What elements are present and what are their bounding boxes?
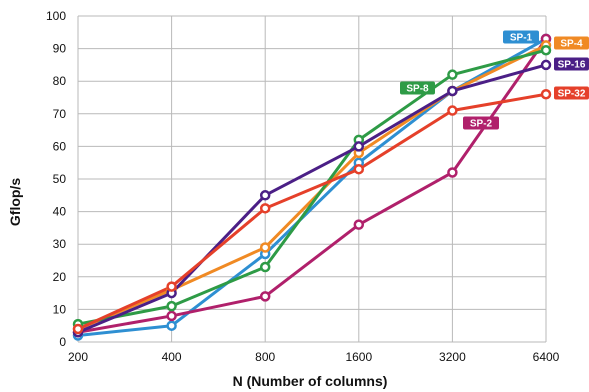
x-tick-label: 3200 <box>439 350 466 364</box>
y-tick-label: 0 <box>59 335 66 349</box>
y-tick-label: 100 <box>46 9 66 23</box>
x-tick-label: 6400 <box>533 350 560 364</box>
series-tag-label: SP-8 <box>406 84 429 95</box>
series-tag-label: SP-2 <box>470 119 493 130</box>
y-tick-label: 80 <box>53 74 67 88</box>
y-tick-label: 40 <box>53 205 67 219</box>
x-tick-label: 400 <box>162 350 182 364</box>
series-lines <box>76 37 548 337</box>
series-tag-bg <box>554 36 589 50</box>
series-tag-label: SP-4 <box>560 39 583 50</box>
series-tag-sp-4: SP-4 <box>554 36 589 50</box>
data-point-sp-16 <box>540 59 552 71</box>
series-tag-bg <box>554 86 589 100</box>
x-axis-title: N (Number of columns) <box>233 373 388 389</box>
series-tag-bg <box>554 57 589 71</box>
data-point-sp-2 <box>259 291 271 302</box>
data-point-sp-16 <box>353 141 365 152</box>
data-point-sp-2 <box>353 219 365 230</box>
y-tick-label: 70 <box>53 107 67 121</box>
y-tick-label: 20 <box>53 270 67 284</box>
series-tag-label: SP-32 <box>558 89 586 100</box>
series-tag-sp-8: SP-8 <box>400 81 435 95</box>
data-point-sp-16 <box>447 85 458 97</box>
data-point-sp-32 <box>259 203 271 214</box>
x-axis-ticks: 200 400 800 1600 3200 6400 <box>68 350 560 364</box>
data-point-sp-8 <box>166 300 177 312</box>
data-point-sp-4 <box>259 242 271 253</box>
data-point-sp-16 <box>259 190 271 201</box>
x-tick-label: 800 <box>255 350 275 364</box>
data-point-sp-1 <box>166 320 177 331</box>
series-tags: SP-1 SP-2 SP-4 SP-8 SP-16 SP-32 <box>400 30 589 130</box>
data-point-sp-32 <box>166 281 177 292</box>
y-tick-label: 30 <box>53 237 67 251</box>
series-tag-sp-32: SP-32 <box>554 86 589 100</box>
data-point-sp-8 <box>259 261 271 273</box>
data-point-sp-2 <box>447 167 458 178</box>
data-point-sp-32 <box>447 105 458 116</box>
series-tag-label: SP-16 <box>558 60 586 71</box>
y-axis-ticks: 0 10 20 30 40 50 60 70 80 90 100 <box>46 9 66 349</box>
series-points <box>72 33 552 341</box>
data-point-sp-32 <box>540 88 552 100</box>
data-point-sp-32 <box>353 163 365 175</box>
x-tick-label: 1600 <box>345 350 372 364</box>
series-tag-sp-16: SP-16 <box>554 57 589 71</box>
series-tag-sp-2: SP-2 <box>463 116 499 130</box>
series-tag-bg <box>503 30 539 44</box>
series-line-sp-4 <box>76 43 548 331</box>
series-tag-bg <box>400 81 435 95</box>
y-axis-title: Gflop/s <box>7 178 23 226</box>
data-point-sp-2 <box>166 310 177 322</box>
series-tag-bg <box>463 116 499 130</box>
series-line-sp-16 <box>76 63 548 334</box>
y-tick-label: 10 <box>53 302 67 316</box>
y-tick-label: 90 <box>53 42 67 56</box>
data-point-sp-8 <box>447 69 458 80</box>
series-line-sp-32 <box>76 92 548 331</box>
series-line-sp-2 <box>76 37 548 334</box>
series-line-sp-8 <box>76 48 548 326</box>
y-tick-label: 50 <box>53 172 67 186</box>
y-tick-label: 60 <box>53 139 67 153</box>
data-point-sp-32 <box>72 323 84 335</box>
series-tag-label: SP-1 <box>510 33 533 44</box>
grid <box>77 15 547 343</box>
data-point-sp-8 <box>540 44 552 56</box>
x-tick-label: 200 <box>68 350 88 364</box>
series-tag-sp-1: SP-1 <box>503 30 539 44</box>
